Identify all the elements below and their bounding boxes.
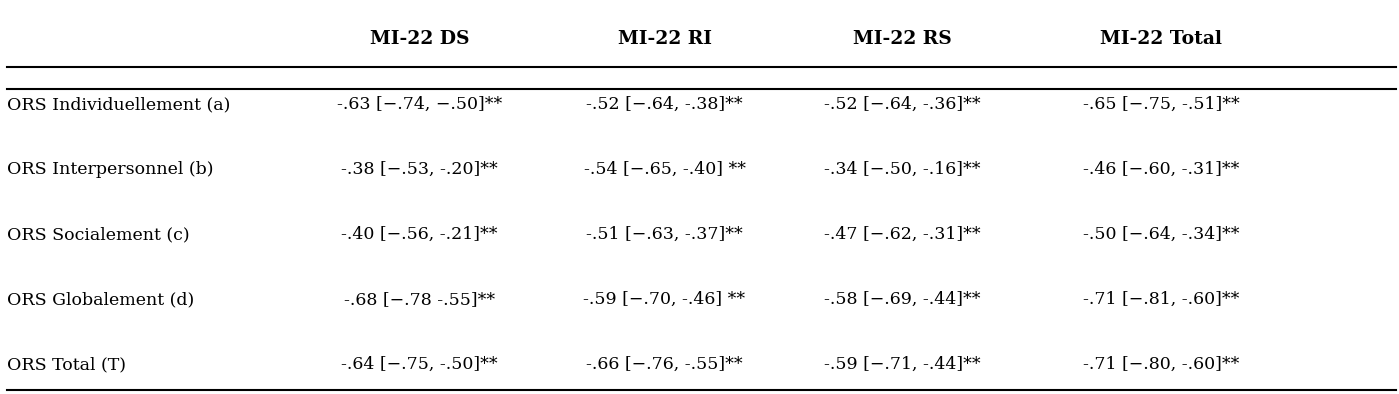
Text: -.59 [−.70, -.46] **: -.59 [−.70, -.46] ** bbox=[583, 291, 746, 308]
Text: -.64 [−.75, -.50]**: -.64 [−.75, -.50]** bbox=[341, 356, 498, 373]
Text: -.46 [−.60, -.31]**: -.46 [−.60, -.31]** bbox=[1083, 161, 1240, 178]
Text: -.71 [−.81, -.60]**: -.71 [−.81, -.60]** bbox=[1083, 291, 1240, 308]
Text: -.65 [−.75, -.51]**: -.65 [−.75, -.51]** bbox=[1083, 96, 1240, 113]
Text: ORS Total (T): ORS Total (T) bbox=[7, 356, 126, 373]
Text: ORS Globalement (d): ORS Globalement (d) bbox=[7, 291, 194, 308]
Text: -.52 [−.64, -.38]**: -.52 [−.64, -.38]** bbox=[586, 96, 743, 113]
Text: -.50 [−.64, -.34]**: -.50 [−.64, -.34]** bbox=[1083, 226, 1240, 243]
Text: -.40 [−.56, -.21]**: -.40 [−.56, -.21]** bbox=[341, 226, 498, 243]
Text: ORS Interpersonnel (b): ORS Interpersonnel (b) bbox=[7, 161, 214, 178]
Text: -.59 [−.71, -.44]**: -.59 [−.71, -.44]** bbox=[824, 356, 981, 373]
Text: -.63 [−.74, −.50]**: -.63 [−.74, −.50]** bbox=[337, 96, 502, 113]
Text: -.54 [−.65, -.40] **: -.54 [−.65, -.40] ** bbox=[583, 161, 746, 178]
Text: MI-22 RI: MI-22 RI bbox=[617, 30, 712, 48]
Text: -.52 [−.64, -.36]**: -.52 [−.64, -.36]** bbox=[824, 96, 981, 113]
Text: ORS Individuellement (a): ORS Individuellement (a) bbox=[7, 96, 231, 113]
Text: MI-22 DS: MI-22 DS bbox=[369, 30, 470, 48]
Text: -.58 [−.69, -.44]**: -.58 [−.69, -.44]** bbox=[824, 291, 981, 308]
Text: MI-22 Total: MI-22 Total bbox=[1100, 30, 1223, 48]
Text: MI-22 RS: MI-22 RS bbox=[853, 30, 951, 48]
Text: ORS Socialement (c): ORS Socialement (c) bbox=[7, 226, 190, 243]
Text: -.68 [−.78 -.55]**: -.68 [−.78 -.55]** bbox=[344, 291, 495, 308]
Text: -.34 [−.50, -.16]**: -.34 [−.50, -.16]** bbox=[824, 161, 981, 178]
Text: -.66 [−.76, -.55]**: -.66 [−.76, -.55]** bbox=[586, 356, 743, 373]
Text: -.38 [−.53, -.20]**: -.38 [−.53, -.20]** bbox=[341, 161, 498, 178]
Text: -.71 [−.80, -.60]**: -.71 [−.80, -.60]** bbox=[1083, 356, 1240, 373]
Text: -.51 [−.63, -.37]**: -.51 [−.63, -.37]** bbox=[586, 226, 743, 243]
Text: -.47 [−.62, -.31]**: -.47 [−.62, -.31]** bbox=[824, 226, 981, 243]
